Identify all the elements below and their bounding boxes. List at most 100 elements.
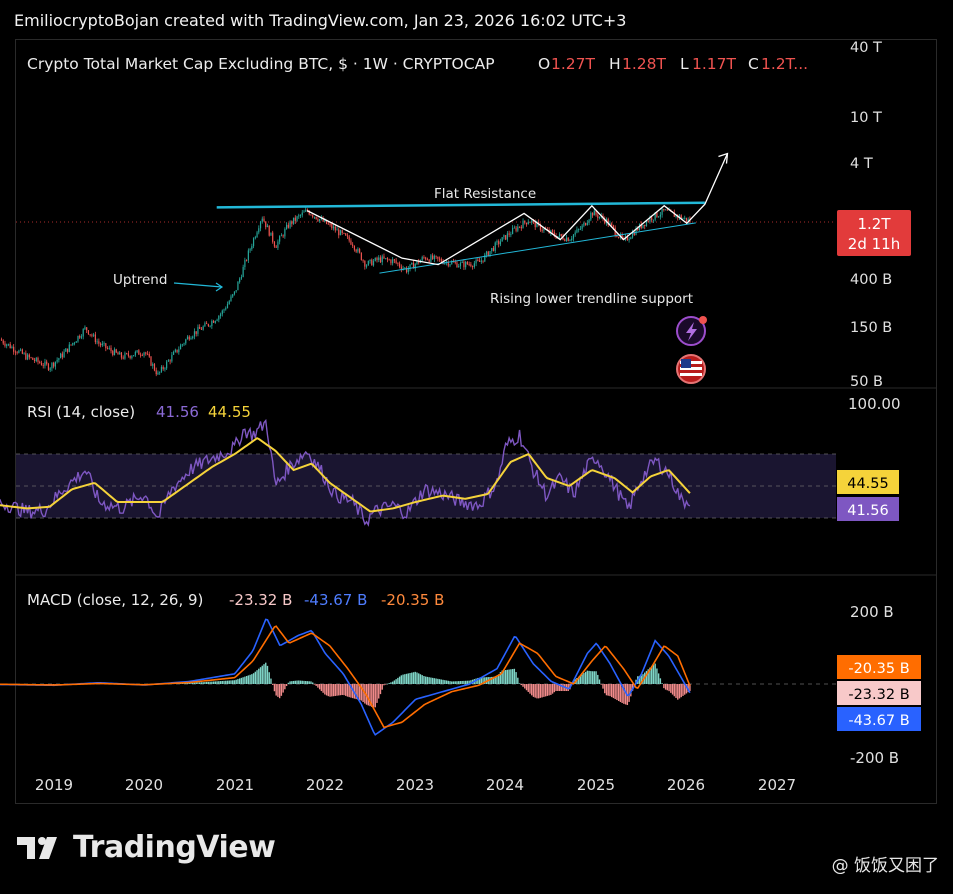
candle-body	[539, 224, 542, 231]
candle-body	[61, 353, 63, 358]
macd-histogram-bar	[238, 678, 241, 684]
candle-body	[550, 230, 552, 234]
macd-histogram-bar	[251, 674, 253, 684]
candle-body	[475, 259, 477, 264]
candle-body	[301, 212, 303, 216]
candle-body	[461, 261, 463, 263]
candle-body	[204, 323, 206, 327]
macd-histogram-bar	[661, 683, 663, 684]
candle-body	[480, 260, 482, 262]
macd-histogram-bar	[440, 679, 443, 684]
macd-histogram-bar	[336, 684, 338, 696]
macd-histogram-bar	[223, 680, 225, 684]
candle-body	[51, 362, 53, 369]
macd-histogram-bar	[617, 684, 620, 702]
macd-histogram-bar	[534, 684, 536, 698]
candle-body	[214, 320, 216, 323]
macd-histogram-bar	[466, 680, 469, 684]
macd-histogram-bar	[332, 684, 335, 697]
macd-histogram-bar	[553, 684, 556, 693]
macd-histogram-bar	[414, 671, 416, 684]
rsi-y-tick: 100.00	[848, 395, 901, 413]
candle-body	[252, 238, 255, 247]
candle-body	[20, 349, 22, 351]
macd-histogram-bar	[200, 682, 203, 684]
macd-histogram-bar	[292, 680, 295, 684]
candle-body	[447, 261, 449, 266]
macd-signal-badge-value: -20.35 B	[848, 661, 909, 677]
candle-body	[520, 226, 522, 229]
macd-histogram-bar	[659, 678, 662, 684]
candle-body	[440, 258, 442, 262]
macd-histogram-bar	[271, 684, 274, 685]
projection-path	[306, 153, 729, 266]
macd-histogram-bar	[421, 675, 423, 684]
y-tick-label: 150 B	[850, 320, 892, 336]
x-tick-label: 2026	[667, 776, 705, 794]
candle-body	[350, 240, 352, 245]
candle-body	[409, 264, 411, 269]
macd-histogram-bar	[299, 680, 302, 684]
candle-body	[105, 343, 107, 349]
candle-body	[517, 226, 519, 231]
macd-histogram-bar	[654, 663, 656, 684]
macd-histogram-bar	[581, 674, 583, 684]
us-flag-icon[interactable]	[676, 354, 706, 384]
macd-histogram-bar	[588, 670, 590, 684]
macd-histogram-bar	[518, 683, 521, 684]
macd-histogram-bar	[405, 673, 408, 684]
candle-body	[84, 327, 86, 330]
candle-body	[637, 227, 639, 230]
candle-body	[68, 344, 70, 352]
candle-body	[218, 316, 220, 320]
candle-body	[282, 235, 284, 237]
macd-histogram-bar	[537, 684, 540, 699]
resistance-line	[216, 201, 705, 209]
candle-body	[259, 221, 262, 229]
macd-histogram-bar	[600, 684, 602, 685]
candle-body	[33, 359, 36, 361]
candle-body	[470, 264, 472, 267]
candle-body	[237, 281, 239, 291]
macd-histogram-bar	[428, 677, 430, 684]
candle-body	[468, 264, 470, 266]
candle-body	[138, 350, 140, 355]
candle-body	[256, 232, 258, 238]
candle-body	[2, 340, 4, 344]
candle-body	[157, 372, 159, 375]
macd-histogram-bar	[273, 684, 276, 692]
candle-body	[101, 343, 103, 346]
macd-histogram-bar	[604, 684, 606, 694]
macd-histogram-bar	[529, 684, 531, 694]
candle-body	[35, 357, 37, 361]
macd-histogram-bar	[508, 669, 510, 684]
macd-histogram-bar	[586, 670, 589, 684]
macd-histogram-bar	[230, 680, 232, 684]
macd-histogram-bar	[584, 671, 587, 684]
macd-histogram-bar	[331, 684, 333, 697]
candle-body	[569, 240, 571, 242]
candle-body	[418, 260, 420, 263]
candle-body	[505, 235, 507, 240]
macd-histogram-bar	[324, 684, 326, 695]
lightning-icon[interactable]	[676, 316, 707, 346]
macd-histogram-bar	[371, 684, 373, 707]
candle-body	[155, 370, 157, 375]
macd-histogram-bar	[317, 684, 319, 688]
macd-histogram-bar	[435, 678, 437, 684]
candle-body	[28, 354, 30, 358]
macd-signal-value: -20.35 B	[381, 591, 444, 609]
macd-histogram-bar	[218, 681, 220, 684]
candle-body	[581, 225, 583, 229]
candle-body	[308, 211, 310, 215]
candle-body	[407, 268, 409, 273]
ohlc-low: 1.17T	[692, 55, 737, 73]
support-trendline	[379, 222, 696, 274]
rsi-ma-line	[0, 437, 691, 513]
macd-histogram-bar	[412, 672, 415, 684]
candle-body	[319, 219, 321, 221]
macd-histogram-bar	[525, 684, 528, 691]
candle-body	[49, 368, 51, 370]
candle-body	[445, 261, 448, 263]
